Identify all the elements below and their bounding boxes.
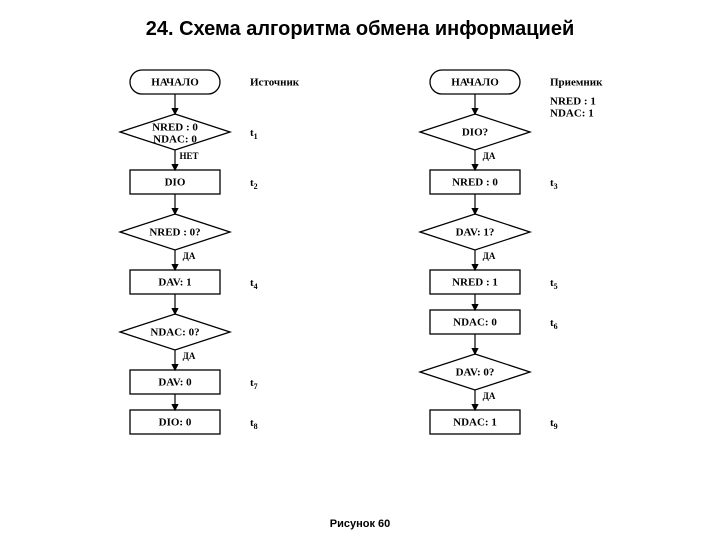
svg-text:НАЧАЛО: НАЧАЛО	[451, 77, 499, 89]
svg-text:NRED : 0?: NRED : 0?	[149, 227, 200, 239]
svg-text:t4: t4	[250, 277, 258, 292]
svg-text:НАЧАЛО: НАЧАЛО	[151, 77, 199, 89]
svg-text:ДА: ДА	[483, 151, 496, 161]
svg-text:ДА: ДА	[183, 351, 196, 361]
flowchart-diagram: ИсточникНАЧАЛОNRED : 0NDAC: 0НЕТt1DIOt2N…	[0, 60, 720, 520]
svg-text:ДА: ДА	[483, 251, 496, 261]
svg-text:t1: t1	[250, 127, 258, 142]
svg-text:DAV: 1: DAV: 1	[158, 277, 191, 289]
svg-text:ДА: ДА	[183, 251, 196, 261]
svg-text:NDAC: 0: NDAC: 0	[153, 134, 197, 146]
svg-text:DAV: 0?: DAV: 0?	[456, 367, 495, 379]
page-title: 24. Схема алгоритма обмена информацией	[0, 18, 720, 41]
svg-text:Приемник: Приемник	[550, 77, 603, 89]
svg-text:НЕТ: НЕТ	[179, 151, 198, 161]
svg-text:DAV: 1?: DAV: 1?	[456, 227, 495, 239]
svg-text:t5: t5	[550, 277, 558, 292]
svg-text:NDAC: 0: NDAC: 0	[453, 317, 497, 329]
svg-text:NRED : 1: NRED : 1	[452, 277, 498, 289]
svg-text:t6: t6	[550, 317, 558, 332]
svg-text:Источник: Источник	[250, 77, 300, 89]
svg-text:DIO: 0: DIO: 0	[159, 417, 192, 429]
svg-text:NDAC: 1: NDAC: 1	[550, 108, 594, 120]
svg-text:t8: t8	[250, 417, 258, 432]
svg-text:NRED : 0: NRED : 0	[152, 122, 198, 134]
svg-text:NRED : 1: NRED : 1	[550, 96, 596, 108]
svg-text:t7: t7	[250, 377, 258, 392]
svg-text:t9: t9	[550, 417, 558, 432]
svg-text:NDAC: 1: NDAC: 1	[453, 417, 497, 429]
svg-text:ДА: ДА	[483, 391, 496, 401]
svg-text:DIO?: DIO?	[462, 127, 488, 139]
svg-text:NDAC: 0?: NDAC: 0?	[150, 327, 199, 339]
svg-text:t3: t3	[550, 177, 558, 192]
svg-text:t2: t2	[250, 177, 258, 192]
svg-text:DIO: DIO	[165, 177, 186, 189]
svg-text:NRED : 0: NRED : 0	[452, 177, 498, 189]
svg-text:DAV: 0: DAV: 0	[158, 377, 192, 389]
